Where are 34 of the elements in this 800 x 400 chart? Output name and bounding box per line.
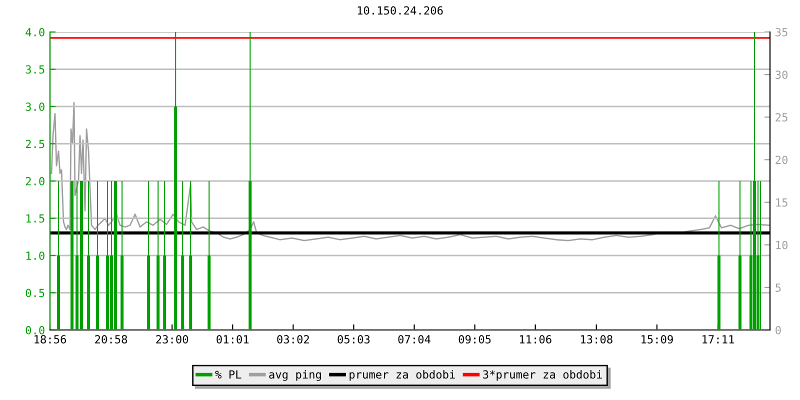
chart-title: 10.150.24.206 bbox=[358, 6, 443, 15]
y2-tick-label: 35 bbox=[776, 28, 788, 36]
y2-tick-label: 10 bbox=[776, 240, 788, 250]
x-tick-label: 11:06 bbox=[520, 335, 552, 344]
y-tick-label: 2.0 bbox=[26, 177, 44, 186]
legend-label: avg ping bbox=[269, 370, 321, 381]
y2-tick-label: 15 bbox=[776, 198, 788, 207]
y-tick-label: 4.0 bbox=[26, 28, 44, 36]
legend-label: % PL bbox=[215, 370, 242, 378]
y2-tick-label: 20 bbox=[776, 156, 788, 164]
y-tick-label: 3.0 bbox=[26, 102, 44, 111]
y2-tick-label: 0 bbox=[776, 326, 781, 334]
y2-tick-label: 25 bbox=[776, 113, 788, 122]
y-tick-label: 2.5 bbox=[26, 140, 44, 148]
y-tick-label: 3.5 bbox=[26, 65, 44, 74]
x-tick-label: 01:01 bbox=[216, 335, 249, 344]
x-tick-label: 18:56 bbox=[34, 335, 66, 344]
x-tick-label: 13:08 bbox=[580, 335, 612, 344]
y-tick-label: 0.5 bbox=[26, 288, 44, 298]
legend-label: prumer za obdobi bbox=[350, 370, 455, 381]
x-tick-label: 20:58 bbox=[95, 335, 128, 344]
x-tick-label: 15:09 bbox=[642, 335, 673, 344]
legend-label: 3*prumer za obdobi bbox=[483, 370, 602, 381]
x-tick-label: 07:04 bbox=[398, 335, 430, 344]
x-tick-label: 17:11 bbox=[702, 335, 734, 344]
x-tick-label: 03:02 bbox=[277, 335, 309, 344]
y-tick-label: 1.5 bbox=[26, 214, 44, 223]
x-tick-label: 05:03 bbox=[338, 335, 370, 344]
y-tick-label: 0.0 bbox=[26, 326, 44, 334]
y-tick-label: 1.0 bbox=[26, 252, 44, 260]
y2-tick-label: 5 bbox=[776, 284, 781, 292]
x-tick-label: 09:05 bbox=[458, 335, 491, 344]
y2-tick-label: 30 bbox=[776, 70, 788, 79]
x-tick-label: 23:00 bbox=[156, 335, 188, 344]
